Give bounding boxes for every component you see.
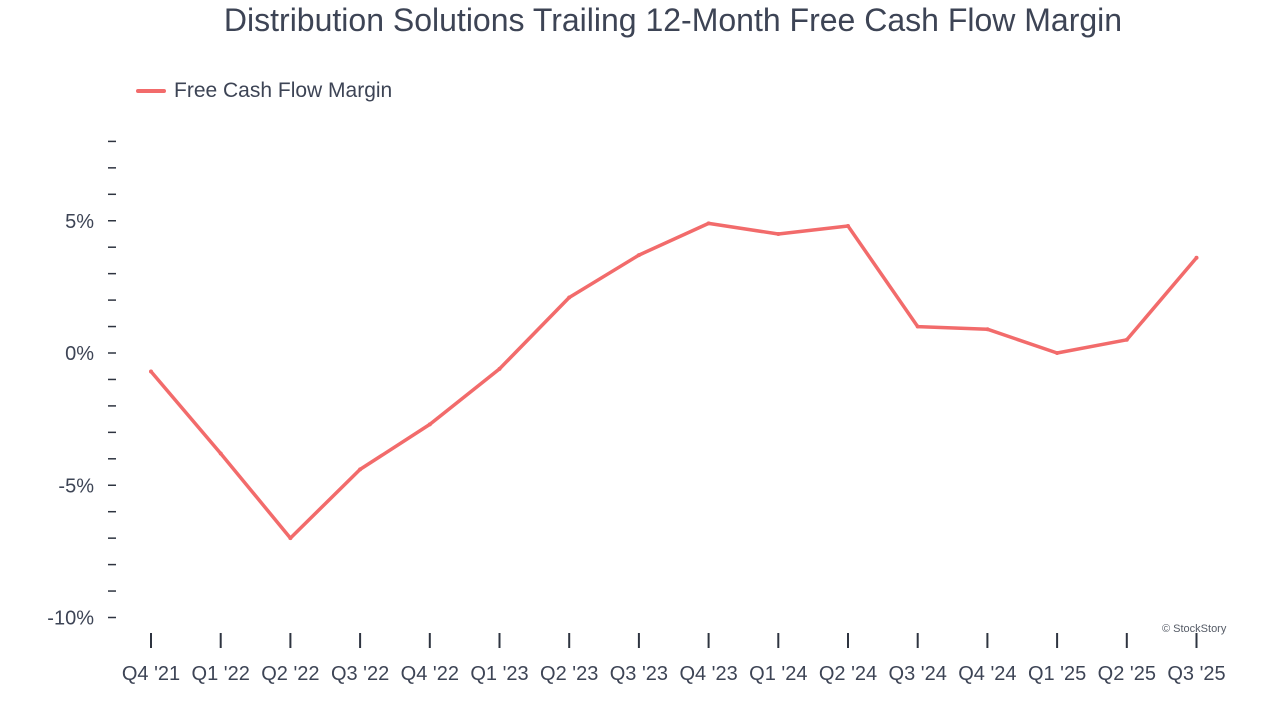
series-layer — [149, 221, 1199, 541]
x-tick-label: Q3 '22 — [331, 663, 389, 685]
data-point — [915, 324, 920, 329]
watermark: © StockStory — [1162, 623, 1227, 635]
data-point — [427, 422, 432, 427]
data-point — [706, 221, 711, 226]
data-point — [1055, 351, 1060, 355]
x-tick-label: Q3 '23 — [610, 663, 668, 685]
legend: Free Cash Flow Margin — [136, 79, 392, 103]
data-point — [567, 295, 572, 300]
x-tick-label: Q1 '24 — [749, 663, 807, 685]
x-tick-label: Q4 '22 — [401, 663, 459, 685]
data-point — [1124, 337, 1129, 342]
data-point — [218, 451, 223, 456]
x-tick-label: Q3 '25 — [1167, 663, 1225, 685]
data-point — [1194, 255, 1199, 260]
data-point — [846, 224, 850, 229]
y-axis: -10% -5% 0% 5% — [47, 140, 116, 630]
x-tick-label: Q4 '21 — [122, 663, 180, 685]
x-tick-label: Q2 '22 — [261, 663, 319, 685]
data-point — [358, 467, 363, 472]
x-tick-label: Q4 '24 — [958, 663, 1016, 685]
data-point — [149, 369, 153, 374]
legend-swatch — [136, 89, 166, 93]
y-tick-label: -10% — [47, 608, 94, 630]
x-tick-label: Q3 '24 — [889, 663, 947, 685]
x-tick-label: Q2 '25 — [1098, 663, 1156, 685]
legend-label: Free Cash Flow Margin — [174, 79, 393, 102]
x-tick-label: Q1 '25 — [1028, 663, 1086, 685]
x-tick-label: Q1 '22 — [192, 663, 250, 685]
x-tick-label: Q2 '24 — [819, 663, 877, 685]
data-point — [776, 231, 781, 236]
data-point — [636, 253, 641, 258]
x-axis: Q4 '21 Q1 '22 Q2 '22 Q3 '22 Q4 '22 Q1 '23 Q2 '… — [122, 633, 1226, 685]
data-point — [985, 327, 990, 332]
y-tick-label: -5% — [58, 475, 94, 497]
y-tick-label: 0% — [65, 343, 94, 365]
data-point — [497, 366, 502, 371]
chart-title: Distribution Solutions Trailing 12-Month… — [223, 2, 1123, 38]
x-tick-label: Q2 '23 — [540, 663, 598, 685]
data-point — [288, 536, 293, 541]
x-tick-label: Q4 '23 — [679, 663, 737, 685]
series-line-free-cash-flow-margin — [149, 221, 1199, 540]
y-tick-label: 5% — [65, 211, 94, 233]
x-tick-label: Q1 '23 — [470, 663, 528, 685]
